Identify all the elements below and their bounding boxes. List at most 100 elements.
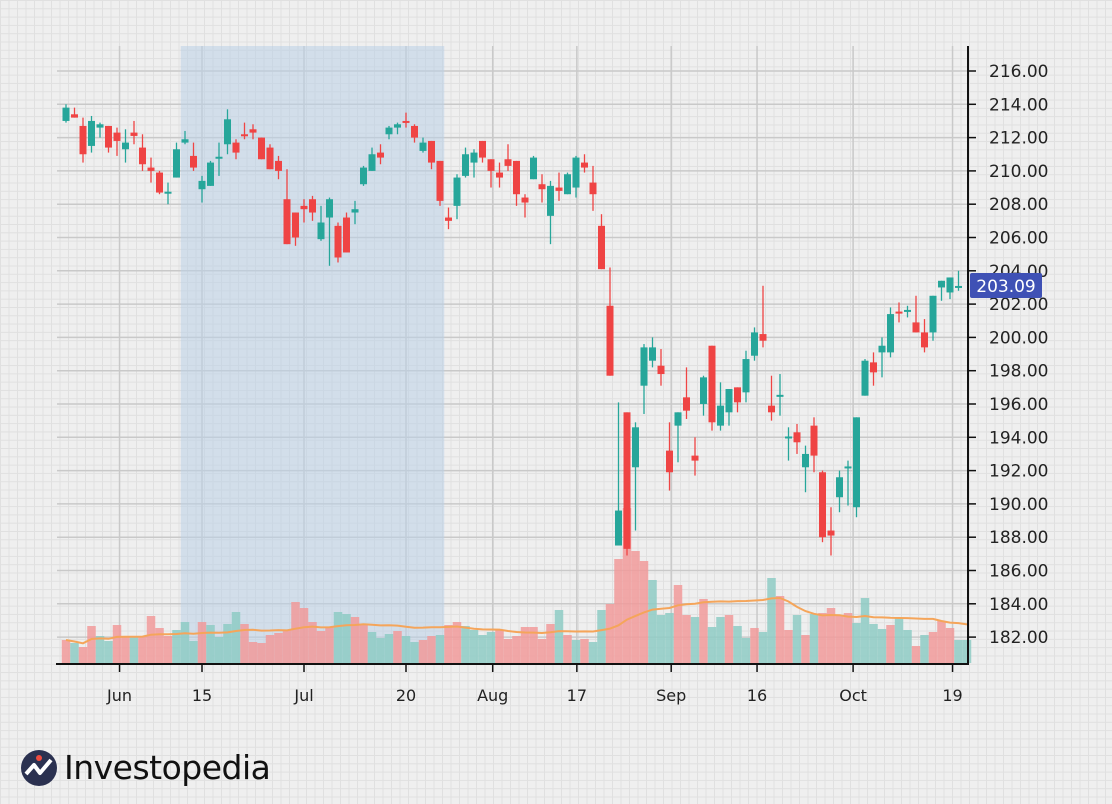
candle-body — [173, 149, 180, 178]
volume-bar — [495, 630, 504, 663]
y-tick-label: 182.00 — [989, 628, 1048, 648]
candle-body — [292, 212, 299, 238]
candle-body — [640, 347, 648, 386]
y-tick-label: 196.00 — [989, 395, 1048, 415]
candle — [317, 205, 325, 241]
candle — [802, 445, 809, 493]
volume-bar — [529, 627, 538, 663]
volume-bar — [631, 551, 640, 663]
volume-bar — [401, 636, 411, 663]
candle-body — [929, 295, 937, 333]
candle — [946, 277, 954, 300]
candle — [207, 160, 214, 186]
candle — [640, 344, 648, 414]
volume-bar — [180, 622, 190, 663]
volume-bar — [937, 621, 946, 663]
candle-body — [283, 199, 291, 245]
x-tick-label: 15 — [192, 686, 212, 705]
volume-bar — [656, 615, 666, 663]
candle — [581, 154, 588, 173]
candle — [929, 295, 937, 341]
volume-bar — [367, 632, 377, 663]
candle — [632, 422, 639, 531]
candle — [776, 374, 784, 416]
candle-body — [691, 455, 699, 461]
candle-body — [377, 152, 384, 158]
candle-body — [224, 119, 231, 145]
candle-body — [385, 127, 393, 135]
candle-body — [326, 199, 333, 218]
candle — [156, 170, 163, 195]
volume-bar — [580, 639, 589, 663]
x-tick-label: 20 — [396, 686, 416, 705]
candle — [861, 359, 869, 396]
candle — [487, 159, 495, 188]
candle — [215, 142, 223, 176]
candle-body — [419, 142, 427, 151]
candle — [164, 182, 172, 205]
volume-bar — [741, 638, 751, 663]
candle-body — [190, 155, 197, 168]
candle — [326, 197, 333, 266]
candle — [530, 155, 537, 180]
volume-bar — [214, 637, 224, 663]
volume-bar — [537, 639, 547, 663]
candle — [649, 337, 656, 368]
candle-body — [130, 132, 138, 136]
candle — [768, 375, 775, 421]
candle-body — [309, 199, 316, 213]
volume-bar — [486, 632, 496, 663]
candle — [572, 155, 580, 198]
candle — [96, 122, 104, 138]
candle — [538, 174, 546, 203]
candle-body — [334, 225, 342, 258]
volume-bars — [61, 508, 972, 663]
candle — [394, 122, 401, 135]
candle-body — [96, 124, 104, 128]
volume-bar — [112, 625, 122, 663]
candle-body — [742, 359, 750, 393]
volume-bar — [104, 641, 113, 663]
candle — [623, 412, 631, 556]
volume-bar — [520, 627, 530, 663]
candle — [453, 174, 461, 220]
volume-bar — [954, 640, 963, 663]
candle-body — [623, 412, 631, 549]
volume-bar — [155, 628, 164, 663]
volume-bar — [172, 630, 181, 663]
candle-body — [649, 347, 656, 361]
candle-body — [751, 332, 758, 356]
volume-bar — [299, 608, 309, 663]
candle-body — [674, 412, 682, 426]
candle — [249, 124, 257, 140]
candle-body — [139, 147, 146, 165]
volume-bar — [886, 625, 895, 663]
candle-body — [564, 174, 571, 195]
volume-bar — [70, 643, 79, 663]
candle-body — [504, 159, 512, 166]
candle — [921, 319, 928, 353]
y-tick-label: 208.00 — [989, 195, 1048, 215]
volume-bar — [376, 638, 385, 663]
candle-body — [870, 362, 877, 373]
logo-text: Investopedia — [64, 748, 271, 787]
candle-body — [555, 187, 563, 191]
volume-bar — [333, 612, 343, 663]
candle — [734, 387, 741, 413]
volume-bar — [724, 615, 734, 663]
candle-body — [530, 157, 537, 180]
candle-body — [266, 147, 274, 170]
candle — [836, 470, 843, 513]
candle — [904, 305, 911, 318]
volume-bar — [690, 617, 700, 663]
candle-body — [836, 477, 843, 498]
volume-bar — [325, 627, 334, 663]
volume-bar — [784, 630, 793, 663]
volume-moving-average-line — [65, 596, 968, 645]
volume-bar — [605, 604, 615, 663]
candle-body — [768, 405, 775, 413]
candle — [334, 222, 342, 263]
candle-body — [708, 345, 716, 423]
current-price-label: 203.09 — [976, 277, 1035, 297]
candle-body — [946, 277, 954, 293]
